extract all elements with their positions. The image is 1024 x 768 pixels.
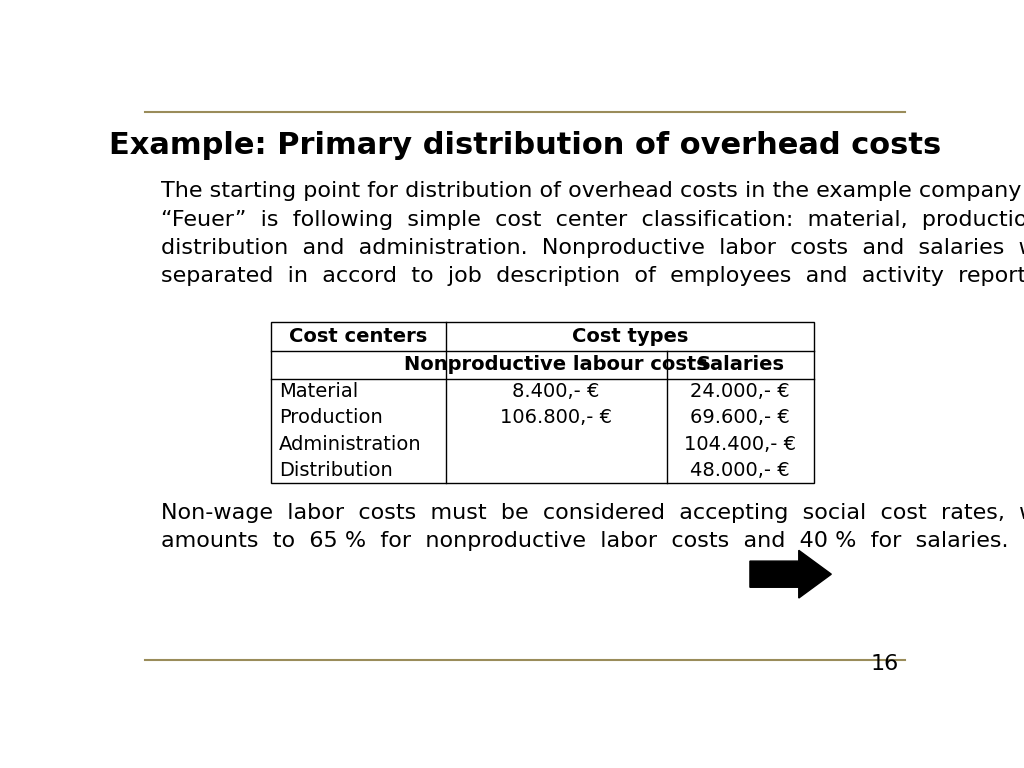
- Text: Salaries: Salaries: [696, 356, 784, 374]
- Text: distribution  and  administration.  Nonproductive  labor  costs  and  salaries  : distribution and administration. Nonprod…: [161, 237, 1024, 258]
- Text: Cost centers: Cost centers: [290, 326, 428, 346]
- Text: Non-wage  labor  costs  must  be  considered  accepting  social  cost  rates,  w: Non-wage labor costs must be considered …: [161, 502, 1024, 522]
- Bar: [271, 322, 814, 483]
- Text: Production: Production: [280, 409, 383, 427]
- Text: The starting point for distribution of overhead costs in the example company: The starting point for distribution of o…: [161, 181, 1021, 201]
- Text: Administration: Administration: [280, 435, 422, 454]
- Text: Distribution: Distribution: [280, 461, 393, 480]
- Text: 104.400,- €: 104.400,- €: [684, 435, 797, 454]
- Text: separated  in  accord  to  job  description  of  employees  and  activity  repor: separated in accord to job description o…: [161, 266, 1024, 286]
- Text: Cost types: Cost types: [571, 326, 688, 346]
- Polygon shape: [750, 551, 831, 598]
- Text: amounts  to  65 %  for  nonproductive  labor  costs  and  40 %  for  salaries.: amounts to 65 % for nonproductive labor …: [161, 531, 1008, 551]
- Text: 16: 16: [870, 654, 898, 674]
- Text: 24.000,- €: 24.000,- €: [690, 382, 791, 401]
- Text: Material: Material: [280, 382, 358, 401]
- Text: 69.600,- €: 69.600,- €: [690, 409, 791, 427]
- Text: 8.400,- €: 8.400,- €: [512, 382, 600, 401]
- Text: 48.000,- €: 48.000,- €: [690, 461, 791, 480]
- Text: Example: Primary distribution of overhead costs: Example: Primary distribution of overhea…: [109, 131, 941, 160]
- Text: 106.800,- €: 106.800,- €: [500, 409, 612, 427]
- Text: “Feuer”  is  following  simple  cost  center  classification:  material,  produc: “Feuer” is following simple cost center …: [161, 210, 1024, 230]
- Text: Nonproductive labour costs: Nonproductive labour costs: [404, 356, 708, 374]
